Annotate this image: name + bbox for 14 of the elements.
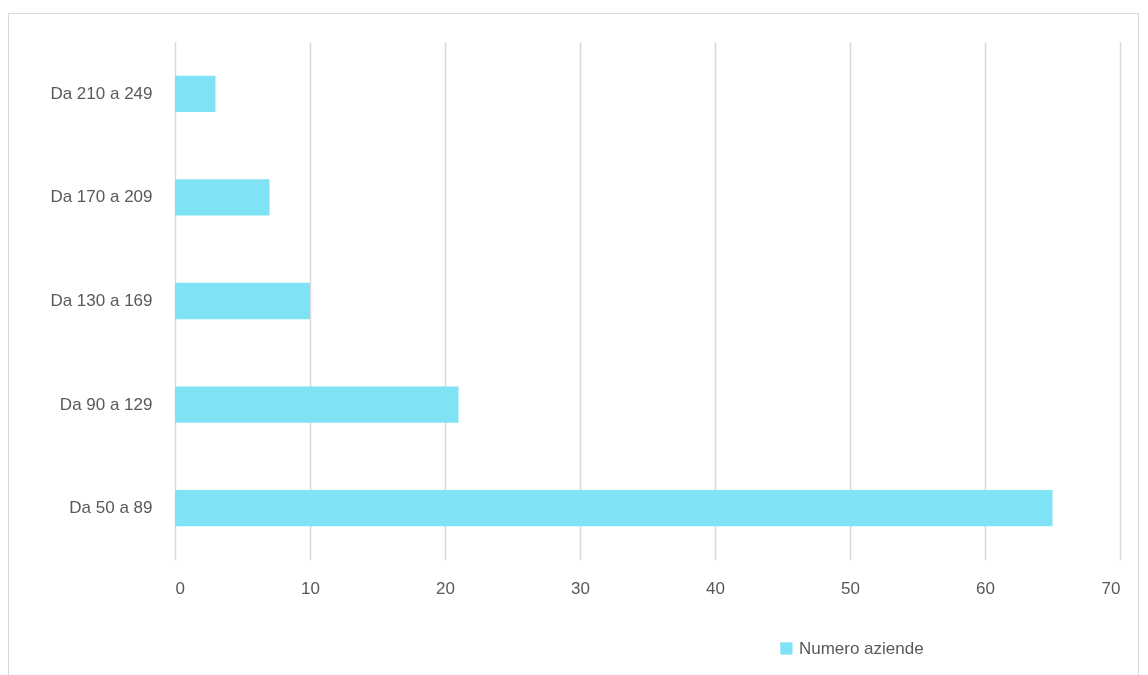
y-tick-label: Da 210 a 249 <box>50 83 153 103</box>
x-tick-label: 40 <box>706 578 725 598</box>
y-tick-label: Da 130 a 169 <box>50 291 153 310</box>
x-tick-label: 0 <box>175 578 185 598</box>
x-tick-label: 50 <box>841 578 860 598</box>
y-tick-label: Da 50 a 89 <box>69 498 153 518</box>
y-tick-label: Da 170 a 209 <box>50 187 153 207</box>
x-tick-label: 30 <box>571 578 590 598</box>
y-tick-label: Da 90 a 129 <box>59 394 153 414</box>
x-tick-label: 10 <box>301 578 320 598</box>
x-tick-label: 20 <box>436 578 455 598</box>
x-tick-label: 60 <box>976 578 995 598</box>
x-tick-label: 70 <box>1101 578 1121 598</box>
legend-label: Numero aziende <box>798 638 924 658</box>
